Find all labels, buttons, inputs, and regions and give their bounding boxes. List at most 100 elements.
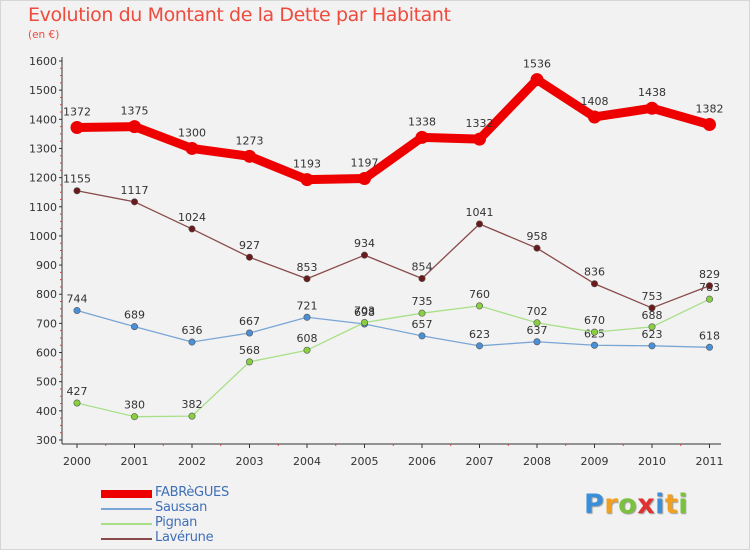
data-label-saussan: 623 bbox=[469, 328, 490, 341]
data-label-pignan: 688 bbox=[642, 309, 663, 322]
data-point-fabre-gues bbox=[128, 120, 141, 134]
data-point-pignan bbox=[188, 412, 196, 420]
data-label-fabre-gues: 1300 bbox=[178, 126, 206, 139]
data-point-lave-rune bbox=[418, 274, 426, 282]
data-point-pignan bbox=[246, 358, 254, 366]
legend-item-fabre-gues: FABRèGUES bbox=[101, 485, 361, 501]
y-tick-label: 1500 bbox=[29, 84, 57, 97]
logo-letter: o bbox=[618, 489, 638, 520]
x-tick-label: 2007 bbox=[466, 455, 494, 468]
data-label-fabre-gues: 1408 bbox=[581, 95, 609, 108]
data-label-saussan: 667 bbox=[239, 315, 260, 328]
data-point-fabre-gues bbox=[645, 101, 659, 115]
y-tick-label: 600 bbox=[36, 347, 57, 360]
data-label-fabre-gues: 1536 bbox=[523, 58, 551, 71]
data-label-saussan: 698 bbox=[354, 306, 375, 319]
data-label-saussan: 689 bbox=[124, 309, 145, 322]
data-point-pignan bbox=[303, 346, 311, 354]
x-tick-label: 2010 bbox=[638, 455, 666, 468]
data-point-fabre-gues bbox=[588, 110, 601, 124]
data-label-lave-rune: 854 bbox=[412, 260, 433, 273]
data-point-pignan bbox=[533, 319, 541, 327]
data-point-lave-rune bbox=[648, 304, 656, 312]
x-tick-label: 2001 bbox=[121, 455, 149, 468]
chart-title: Evolution du Montant de la Dette par Hab… bbox=[28, 4, 451, 26]
data-label-fabre-gues: 1197 bbox=[351, 156, 379, 169]
legend-swatch-saussan bbox=[101, 508, 152, 510]
series-line-fabre-gues bbox=[72, 75, 714, 185]
data-label-pignan: 382 bbox=[182, 398, 203, 411]
data-label-lave-rune: 753 bbox=[642, 290, 663, 303]
data-label-pignan: 380 bbox=[124, 399, 145, 412]
data-label-saussan: 637 bbox=[527, 324, 548, 337]
data-label-lave-rune: 1041 bbox=[466, 206, 494, 219]
data-label-fabre-gues: 1382 bbox=[696, 103, 724, 116]
proxiti-logo: Proxiti bbox=[584, 489, 688, 520]
logo-letter: P bbox=[584, 489, 605, 520]
data-label-pignan: 608 bbox=[297, 332, 318, 345]
data-point-fabre-gues bbox=[300, 173, 314, 187]
chart-unit-label: (en €) bbox=[28, 29, 60, 41]
x-tick-label: 2002 bbox=[178, 455, 206, 468]
data-point-pignan bbox=[590, 328, 598, 336]
data-point-saussan bbox=[475, 342, 483, 350]
data-label-fabre-gues: 1375 bbox=[121, 105, 149, 118]
logo-letter: t bbox=[664, 489, 679, 520]
data-label-pignan: 670 bbox=[584, 314, 605, 327]
data-label-lave-rune: 853 bbox=[297, 261, 318, 274]
y-tick-label: 700 bbox=[36, 317, 57, 330]
x-tick-label: 2004 bbox=[293, 455, 321, 468]
data-label-lave-rune: 1155 bbox=[63, 173, 91, 186]
data-label-pignan: 427 bbox=[67, 385, 88, 398]
y-tick-label: 800 bbox=[36, 288, 57, 301]
data-label-saussan: 657 bbox=[412, 318, 433, 331]
y-tick-label: 400 bbox=[36, 405, 57, 418]
data-label-pignan: 702 bbox=[527, 305, 548, 318]
data-label-fabre-gues: 1193 bbox=[293, 158, 321, 171]
data-label-pignan: 760 bbox=[469, 288, 490, 301]
data-label-saussan: 744 bbox=[67, 293, 88, 306]
data-point-fabre-gues bbox=[415, 130, 429, 144]
data-label-lave-rune: 1024 bbox=[178, 211, 206, 224]
legend-swatch-pignan bbox=[101, 523, 152, 525]
data-point-lave-rune bbox=[705, 282, 713, 290]
data-point-saussan bbox=[188, 338, 196, 346]
y-tick-label: 500 bbox=[36, 376, 57, 389]
x-tick-label: 2000 bbox=[63, 455, 91, 468]
legend-item-lave-rune: Lavérune bbox=[101, 530, 361, 546]
data-label-fabre-gues: 1338 bbox=[408, 115, 436, 128]
legend-label-fabre-gues: FABRèGUES bbox=[155, 485, 229, 500]
data-point-pignan bbox=[360, 319, 368, 327]
data-point-pignan bbox=[131, 413, 139, 421]
legend-item-pignan: Pignan bbox=[101, 515, 361, 531]
data-point-pignan bbox=[73, 399, 81, 407]
data-label-fabre-gues: 1438 bbox=[638, 86, 666, 99]
y-tick-label: 1300 bbox=[29, 142, 57, 155]
data-point-fabre-gues bbox=[473, 132, 486, 146]
x-tick-label: 2011 bbox=[696, 455, 724, 468]
data-label-lave-rune: 934 bbox=[354, 237, 375, 250]
data-point-saussan bbox=[648, 342, 656, 350]
data-point-saussan bbox=[246, 329, 254, 337]
data-label-fabre-gues: 1372 bbox=[63, 105, 91, 118]
data-point-lave-rune bbox=[188, 225, 196, 233]
data-label-fabre-gues: 1273 bbox=[236, 134, 264, 147]
legend-label-saussan: Saussan bbox=[155, 500, 208, 515]
data-label-saussan: 721 bbox=[297, 299, 318, 312]
data-label-saussan: 623 bbox=[642, 328, 663, 341]
data-label-lave-rune: 836 bbox=[584, 266, 605, 279]
data-point-lave-rune bbox=[246, 253, 254, 261]
y-tick-label: 1200 bbox=[29, 172, 57, 185]
x-tick-label: 2009 bbox=[581, 455, 609, 468]
data-label-saussan: 618 bbox=[699, 329, 720, 342]
data-label-pignan: 735 bbox=[412, 295, 433, 308]
y-tick-label: 900 bbox=[36, 259, 57, 272]
data-point-fabre-gues bbox=[185, 141, 199, 155]
data-point-saussan bbox=[131, 323, 139, 331]
logo-letter: i bbox=[655, 489, 665, 520]
y-tick-label: 1400 bbox=[29, 113, 57, 126]
data-point-fabre-gues bbox=[243, 149, 256, 163]
data-label-fabre-gues: 1332 bbox=[466, 117, 494, 130]
series-line-saussan bbox=[76, 309, 711, 348]
